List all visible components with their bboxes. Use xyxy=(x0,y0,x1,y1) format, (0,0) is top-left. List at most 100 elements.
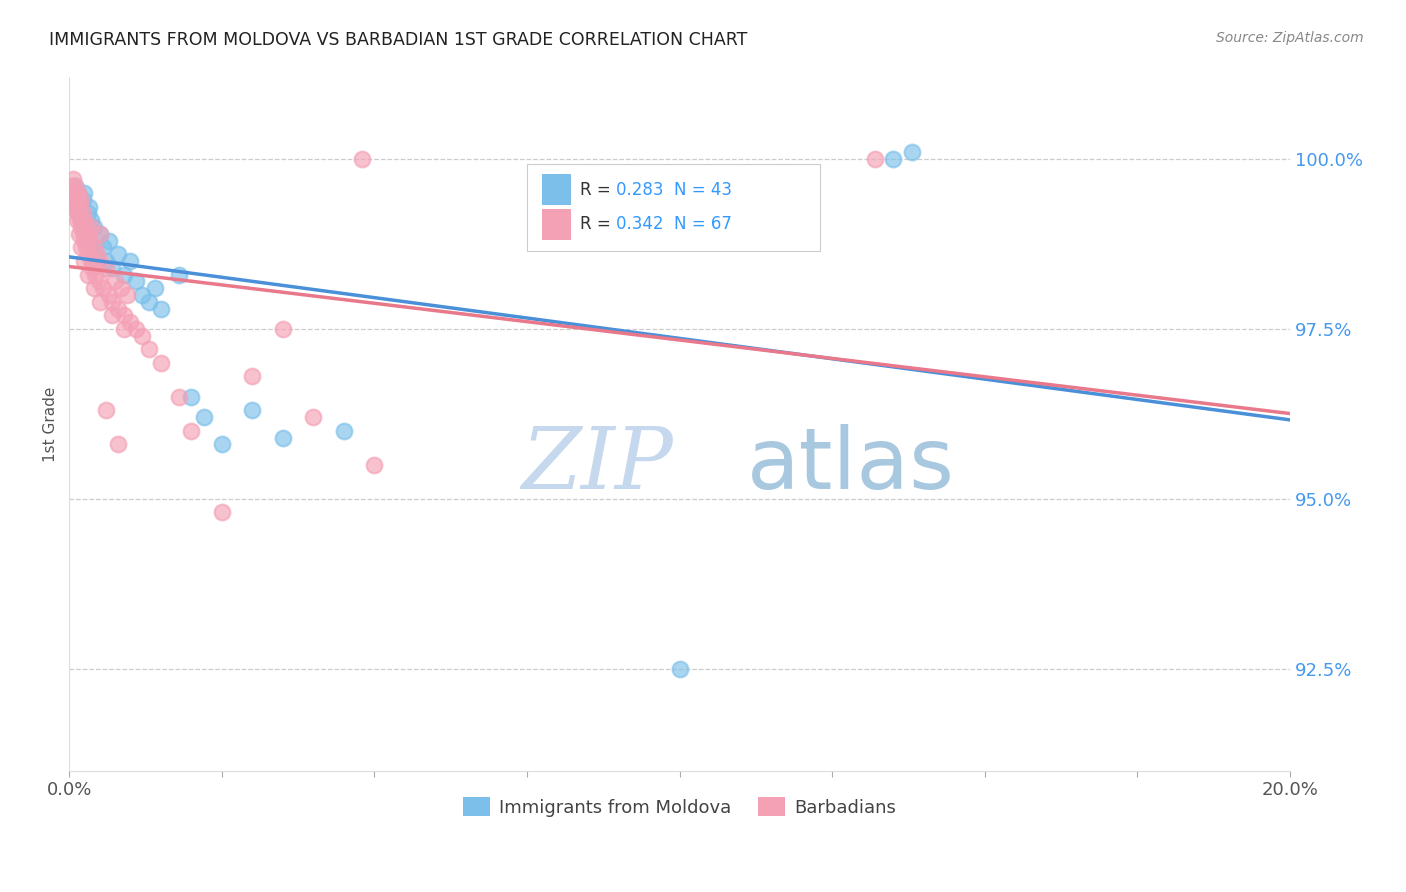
Legend: Immigrants from Moldova, Barbadians: Immigrants from Moldova, Barbadians xyxy=(456,790,904,824)
Point xyxy=(67,227,90,241)
Text: ZIP: ZIP xyxy=(520,425,673,507)
Point xyxy=(91,240,114,254)
Point xyxy=(63,200,86,214)
Point xyxy=(89,227,111,241)
Point xyxy=(107,301,129,316)
Point xyxy=(97,234,120,248)
Point xyxy=(69,200,91,214)
Point xyxy=(79,213,101,227)
Point xyxy=(89,254,111,268)
Point xyxy=(101,294,124,309)
Text: 0.283  N = 43: 0.283 N = 43 xyxy=(616,181,733,199)
Point xyxy=(79,254,101,268)
Point xyxy=(89,227,111,241)
Point xyxy=(882,152,904,166)
Point xyxy=(63,200,86,214)
Point xyxy=(76,268,98,282)
Point xyxy=(67,186,90,200)
Point xyxy=(59,179,82,194)
Point xyxy=(91,281,114,295)
Point xyxy=(77,234,100,248)
Point xyxy=(167,390,190,404)
Point xyxy=(86,254,108,268)
Point xyxy=(69,200,91,214)
Point xyxy=(120,254,142,268)
Point xyxy=(69,213,91,227)
Point xyxy=(70,219,93,234)
Point xyxy=(77,200,100,214)
Point xyxy=(89,294,111,309)
Text: IMMIGRANTS FROM MOLDOVA VS BARBADIAN 1ST GRADE CORRELATION CHART: IMMIGRANTS FROM MOLDOVA VS BARBADIAN 1ST… xyxy=(49,31,748,49)
Point xyxy=(900,145,922,160)
Point xyxy=(180,390,202,404)
Point xyxy=(668,662,690,676)
Text: R =: R = xyxy=(579,215,616,234)
Point xyxy=(65,186,87,200)
Point xyxy=(73,254,96,268)
Point xyxy=(76,247,98,261)
Point xyxy=(72,193,94,207)
Point xyxy=(70,193,93,207)
Point xyxy=(72,206,94,220)
Point xyxy=(193,410,215,425)
Point xyxy=(75,219,97,234)
Point xyxy=(863,152,886,166)
FancyBboxPatch shape xyxy=(541,175,571,205)
Point xyxy=(94,260,117,275)
Point xyxy=(271,322,294,336)
Point xyxy=(65,179,87,194)
Point xyxy=(83,281,105,295)
Point xyxy=(363,458,385,472)
Point xyxy=(82,260,104,275)
Point xyxy=(131,288,153,302)
Point xyxy=(67,206,90,220)
Point xyxy=(149,356,172,370)
Point xyxy=(87,274,110,288)
Point xyxy=(112,308,135,322)
Point xyxy=(72,227,94,241)
Point xyxy=(83,268,105,282)
FancyBboxPatch shape xyxy=(527,164,820,251)
Point xyxy=(112,322,135,336)
Point xyxy=(107,247,129,261)
Point xyxy=(180,424,202,438)
Point xyxy=(76,227,98,241)
Point xyxy=(65,213,87,227)
Point xyxy=(211,505,233,519)
Point xyxy=(83,219,105,234)
Point xyxy=(73,186,96,200)
Point xyxy=(67,206,90,220)
Point xyxy=(94,403,117,417)
Point xyxy=(112,268,135,282)
Point xyxy=(101,260,124,275)
Text: atlas: atlas xyxy=(747,425,955,508)
Point xyxy=(94,254,117,268)
Point xyxy=(104,274,127,288)
Point xyxy=(271,431,294,445)
Point xyxy=(302,410,325,425)
Point xyxy=(65,200,87,214)
Point xyxy=(125,322,148,336)
Point xyxy=(73,234,96,248)
Point xyxy=(65,179,87,194)
Point xyxy=(75,227,97,241)
Point xyxy=(110,281,132,295)
Point xyxy=(125,274,148,288)
Point xyxy=(86,247,108,261)
Text: R =: R = xyxy=(579,181,616,199)
Point xyxy=(101,308,124,322)
Point xyxy=(82,240,104,254)
Point xyxy=(211,437,233,451)
Point xyxy=(143,281,166,295)
Point xyxy=(352,152,374,166)
Point xyxy=(76,234,98,248)
Point xyxy=(149,301,172,316)
Point xyxy=(70,213,93,227)
Point xyxy=(73,213,96,227)
Point xyxy=(60,186,83,200)
Point xyxy=(62,172,84,186)
Text: 0.342  N = 67: 0.342 N = 67 xyxy=(616,215,733,234)
Point xyxy=(70,240,93,254)
Point xyxy=(79,219,101,234)
Point xyxy=(67,186,90,200)
